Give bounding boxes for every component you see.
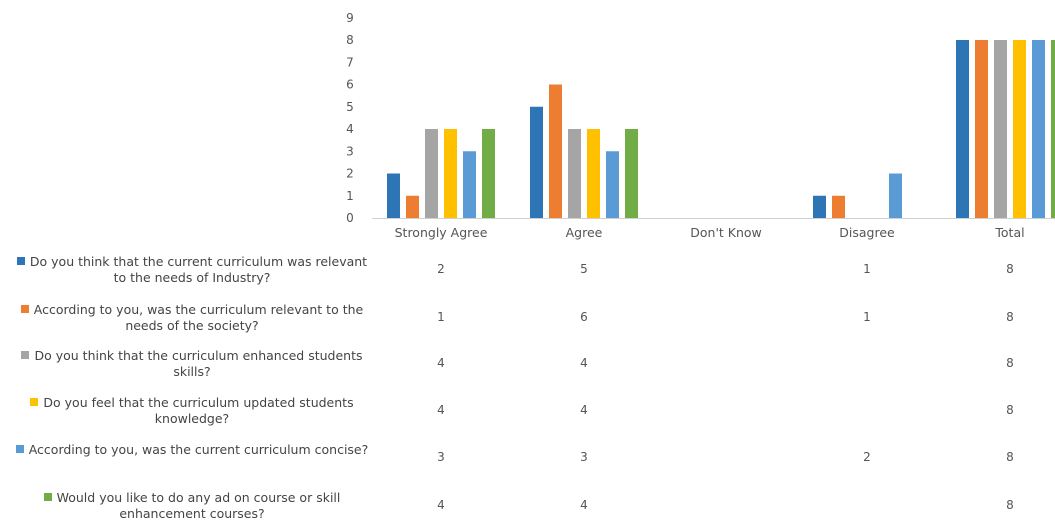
y-tick-label: 0 (346, 211, 354, 225)
y-tick-label: 7 (346, 55, 354, 69)
bar (406, 195, 419, 218)
bar (1051, 40, 1055, 218)
category-label: Disagree (839, 225, 895, 240)
y-tick-label: 9 (346, 11, 354, 25)
bar (813, 195, 826, 218)
table-cell-value: 1 (863, 262, 871, 276)
bar (549, 84, 562, 218)
table-cell-value: 3 (437, 450, 445, 464)
legend-label: According to you, was the curriculum rel… (33, 302, 364, 333)
legend-swatch (16, 257, 25, 265)
bar (1032, 40, 1045, 218)
table-cell-value: 8 (1006, 310, 1014, 324)
legend-swatch (21, 351, 30, 359)
legend-entry: Do you feel that the curriculum updated … (12, 395, 372, 427)
bar (625, 129, 638, 218)
bar (463, 151, 476, 218)
table-cell-value: 8 (1006, 450, 1014, 464)
category-label: Strongly Agree (394, 225, 488, 240)
legend-swatch (20, 305, 29, 313)
legend-label: Would you like to do any ad on course or… (56, 490, 341, 521)
bar (956, 40, 969, 218)
bar (444, 129, 457, 218)
bar (482, 129, 495, 218)
legend-entry: Do you think that the curriculum enhance… (12, 348, 372, 380)
table-cell-value: 4 (580, 498, 588, 512)
bar (994, 40, 1007, 218)
y-tick-label: 6 (346, 78, 354, 92)
legend-swatch (15, 445, 24, 453)
bar (606, 151, 619, 218)
y-tick-label: 3 (346, 144, 354, 158)
legend-label: Do you feel that the curriculum updated … (43, 395, 354, 426)
legend-entry: According to you, was the current curric… (12, 442, 372, 458)
table-cell-value: 4 (437, 403, 445, 417)
y-tick-label: 5 (346, 100, 354, 114)
table-cell-value: 4 (437, 498, 445, 512)
legend-entry: Do you think that the current curriculum… (12, 254, 372, 286)
bar (568, 129, 581, 218)
bar (387, 173, 400, 218)
legend-swatch (30, 398, 39, 406)
table-cell-value: 4 (580, 356, 588, 370)
table-cell-value: 2 (863, 450, 871, 464)
bar (889, 173, 902, 218)
legend-label: Do you think that the current curriculum… (29, 254, 368, 285)
table-cell-value: 4 (580, 403, 588, 417)
table-cell-value: 8 (1006, 403, 1014, 417)
y-tick-label: 1 (346, 189, 354, 203)
table-cell-value: 2 (437, 262, 445, 276)
category-label: Don't Know (690, 225, 762, 240)
legend-entry: Would you like to do any ad on course or… (12, 490, 372, 522)
table-cell-value: 1 (863, 310, 871, 324)
category-label: Total (995, 225, 1025, 240)
y-tick-label: 8 (346, 33, 354, 47)
legend-label: According to you, was the current curric… (28, 442, 369, 457)
bar (587, 129, 600, 218)
bar (975, 40, 988, 218)
table-cell-value: 5 (580, 262, 588, 276)
table-cell-value: 4 (437, 356, 445, 370)
table-cell-value: 8 (1006, 356, 1014, 370)
table-cell-value: 6 (580, 310, 588, 324)
legend-label: Do you think that the curriculum enhance… (34, 348, 363, 379)
table-cell-value: 8 (1006, 498, 1014, 512)
bar (425, 129, 438, 218)
table-cell-value: 1 (437, 310, 445, 324)
legend-swatch (43, 493, 52, 501)
y-tick-label: 4 (346, 122, 354, 136)
y-tick-label: 2 (346, 167, 354, 181)
category-label: Agree (565, 225, 603, 240)
table-cell-value: 8 (1006, 262, 1014, 276)
table-cell-value: 3 (580, 450, 588, 464)
bar (832, 195, 845, 218)
legend-entry: According to you, was the curriculum rel… (12, 302, 372, 334)
bar (530, 106, 543, 218)
bar (1013, 40, 1026, 218)
